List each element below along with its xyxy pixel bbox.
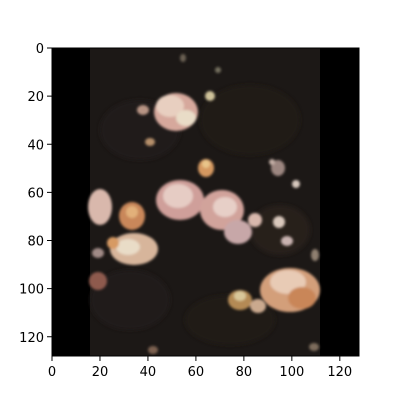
black-band-left <box>52 48 90 356</box>
y-tick-label: 120 <box>19 331 44 346</box>
x-tick-label: 120 <box>327 365 352 380</box>
y-axis: 0 20 40 60 80 100 120 <box>19 42 52 346</box>
x-tick-label: 80 <box>236 365 253 380</box>
axes-frame <box>51 47 360 357</box>
y-tick-label: 100 <box>19 283 44 298</box>
x-tick-label: 0 <box>48 365 56 380</box>
y-tick-label: 80 <box>27 235 44 250</box>
y-tick-label: 0 <box>36 42 44 57</box>
black-band-right <box>320 48 359 356</box>
y-tick-label: 60 <box>27 186 44 201</box>
x-tick-label: 40 <box>140 365 157 380</box>
flower-right <box>260 159 320 312</box>
flower-bottom <box>148 54 319 354</box>
x-axis: 0 20 40 60 80 100 120 <box>48 356 352 380</box>
flower-middle <box>156 159 262 244</box>
image-content <box>52 48 359 356</box>
flower-left <box>88 189 158 290</box>
x-tick-label: 100 <box>279 365 304 380</box>
y-tick-label: 20 <box>27 90 44 105</box>
x-tick-label: 60 <box>188 365 205 380</box>
y-tick-label: 40 <box>27 138 44 153</box>
dark-foliage <box>90 85 310 345</box>
x-tick-label: 20 <box>92 365 109 380</box>
flower-top <box>137 91 215 146</box>
